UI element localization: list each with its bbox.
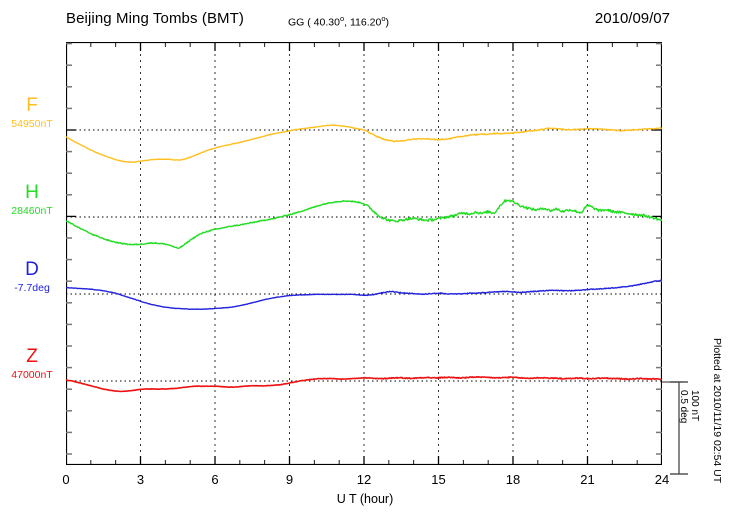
component-symbol: F [26,95,38,116]
x-tick-label: 3 [136,472,145,487]
component-label-z: Z 47000nT [0,347,64,382]
geographic-coordinates: GG ( 40.30o, 116.20o) [288,14,389,29]
component-baseline-value: 54950nT [11,118,53,130]
scale-bar-leader [662,381,682,383]
component-label-h: H 28460nT [0,183,64,218]
component-label-f: F 54950nT [0,96,64,131]
x-axis-title: U T (hour) [336,492,394,506]
plotted-timestamp: Plotted at 2010/11/19 02:54 UT [711,338,723,484]
component-symbol: D [25,259,39,280]
x-tick-label: 21 [580,472,595,487]
component-baseline-value: 47000nT [11,369,53,381]
component-baseline-value: -7.7deg [14,282,50,294]
x-tick-label: 9 [285,472,294,487]
magnetogram-plot [66,42,662,465]
observation-date: 2010/09/07 [594,10,670,27]
x-tick-label: 6 [211,472,219,487]
component-symbol: Z [26,346,38,367]
coords-prefix: GG ( [288,16,311,29]
component-label-d: D -7.7deg [0,260,64,295]
coords-longitude: 116.20 [349,16,382,29]
scale-bar [670,381,688,475]
plot-canvas [66,42,662,465]
page-title: Beijing Ming Tombs (BMT) [66,10,245,27]
trace-z [66,375,662,393]
x-tick-label: 0 [62,472,70,487]
component-symbol: H [25,182,39,203]
x-tick-label: 12 [356,472,372,487]
coords-separator: , [344,16,348,29]
x-tick-label: 15 [431,472,446,487]
component-baseline-value: 28460nT [11,205,53,217]
trace-h [66,199,662,249]
trace-f [66,124,662,163]
x-tick-label: 24 [654,472,670,487]
trace-d [66,279,662,311]
degree-icon: o [339,14,345,23]
coords-latitude: 40.30 [313,16,340,29]
degree-icon: o [381,14,386,23]
coords-suffix: ) [385,16,389,29]
x-tick-label: 18 [505,472,521,487]
